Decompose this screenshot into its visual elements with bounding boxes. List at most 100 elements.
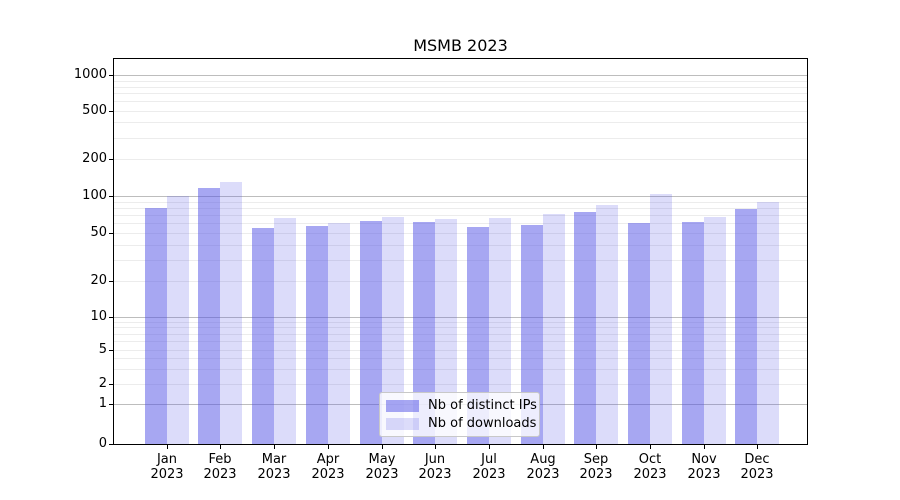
x-tick-mark xyxy=(382,445,383,449)
x-tick-label: May 2023 xyxy=(365,452,399,482)
gridline-major xyxy=(114,196,807,197)
x-tick-mark xyxy=(220,445,221,449)
x-tick-mark xyxy=(596,445,597,449)
bar-distinct-ips xyxy=(198,188,220,444)
x-tick-label: Mar 2023 xyxy=(257,452,291,482)
gridline-minor xyxy=(114,350,807,351)
gridline-minor xyxy=(114,260,807,261)
x-tick-mark xyxy=(328,445,329,449)
bar-distinct-ips xyxy=(574,212,596,444)
bar-downloads xyxy=(650,194,672,444)
gridline-major xyxy=(114,75,807,76)
gridline-minor xyxy=(114,245,807,246)
gridline-minor xyxy=(114,138,807,139)
y-tick-mark xyxy=(109,317,113,318)
bar-downloads xyxy=(543,214,565,444)
y-tick-mark xyxy=(109,75,113,76)
gridline-minor xyxy=(114,81,807,82)
x-tick-label: Oct 2023 xyxy=(633,452,667,482)
gridline-minor xyxy=(114,327,807,328)
gridline-minor xyxy=(114,334,807,335)
gridline-minor xyxy=(114,281,807,282)
gridline-minor xyxy=(114,87,807,88)
gridline-minor xyxy=(114,358,807,359)
x-tick-label: Dec 2023 xyxy=(740,452,774,482)
x-tick-mark xyxy=(435,445,436,449)
y-tick-mark xyxy=(109,159,113,160)
legend-item: Nb of distinct IPs xyxy=(386,398,537,413)
bar-downloads xyxy=(274,218,296,444)
gridline-minor xyxy=(114,202,807,203)
bar-distinct-ips xyxy=(145,208,167,444)
x-tick-mark xyxy=(704,445,705,449)
gridline-minor xyxy=(114,215,807,216)
x-tick-mark xyxy=(650,445,651,449)
y-tick-label: 10 xyxy=(90,309,107,324)
y-tick-label: 2 xyxy=(98,376,107,391)
bar-distinct-ips xyxy=(360,221,382,444)
bar-distinct-ips xyxy=(467,227,489,444)
chart-title: MSMB 2023 xyxy=(413,36,508,55)
bar-downloads xyxy=(167,196,189,444)
gridline-minor xyxy=(114,208,807,209)
bar-downloads xyxy=(382,217,404,444)
x-tick-label: Jul 2023 xyxy=(472,452,506,482)
y-tick-mark xyxy=(109,281,113,282)
y-tick-label: 50 xyxy=(90,225,107,240)
y-tick-mark xyxy=(109,350,113,351)
legend-item: Nb of downloads xyxy=(386,416,537,431)
gridline-minor xyxy=(114,111,807,112)
y-tick-label: 100 xyxy=(82,188,107,203)
legend: Nb of distinct IPs Nb of downloads xyxy=(379,392,540,437)
y-tick-label: 0 xyxy=(98,436,107,451)
x-tick-label: Jun 2023 xyxy=(418,452,452,482)
bar-downloads xyxy=(596,205,618,444)
x-tick-label: Feb 2023 xyxy=(203,452,237,482)
bar-downloads xyxy=(435,219,457,444)
bar-distinct-ips xyxy=(735,209,757,444)
gridline-minor xyxy=(114,159,807,160)
y-tick-label: 20 xyxy=(90,273,107,288)
y-tick-mark xyxy=(109,196,113,197)
x-tick-mark xyxy=(489,445,490,449)
y-tick-label: 1 xyxy=(98,396,107,411)
bar-distinct-ips xyxy=(521,225,543,444)
x-tick-mark xyxy=(167,445,168,449)
x-tick-label: Apr 2023 xyxy=(311,452,345,482)
y-tick-label: 200 xyxy=(82,151,107,166)
bar-distinct-ips xyxy=(682,222,704,444)
y-tick-mark xyxy=(109,444,113,445)
bar-distinct-ips xyxy=(252,228,274,444)
gridline-minor xyxy=(114,369,807,370)
y-tick-label: 5 xyxy=(98,342,107,357)
bar-downloads xyxy=(757,202,779,444)
bar-downloads xyxy=(489,218,511,444)
gridline-minor xyxy=(114,122,807,123)
y-tick-mark xyxy=(109,111,113,112)
legend-label: Nb of downloads xyxy=(428,416,537,431)
gridline-minor xyxy=(114,223,807,224)
legend-label: Nb of distinct IPs xyxy=(428,398,537,413)
x-tick-mark xyxy=(543,445,544,449)
bar-downloads xyxy=(220,182,242,444)
legend-swatch xyxy=(386,417,419,430)
x-tick-label: Aug 2023 xyxy=(526,452,560,482)
gridline-minor xyxy=(114,101,807,102)
bar-distinct-ips xyxy=(306,226,328,444)
bar-downloads xyxy=(328,223,350,444)
y-tick-mark xyxy=(109,404,113,405)
y-tick-label: 500 xyxy=(82,103,107,118)
gridline-minor xyxy=(114,93,807,94)
y-tick-mark xyxy=(109,233,113,234)
x-tick-mark xyxy=(274,445,275,449)
bar-distinct-ips xyxy=(628,223,650,444)
y-tick-label: 1000 xyxy=(73,67,107,82)
x-tick-label: Jan 2023 xyxy=(150,452,184,482)
bar-downloads xyxy=(704,217,726,444)
gridline-minor xyxy=(114,322,807,323)
x-tick-label: Nov 2023 xyxy=(687,452,721,482)
gridline-minor xyxy=(114,233,807,234)
gridline-minor xyxy=(114,341,807,342)
x-tick-label: Sep 2023 xyxy=(579,452,613,482)
